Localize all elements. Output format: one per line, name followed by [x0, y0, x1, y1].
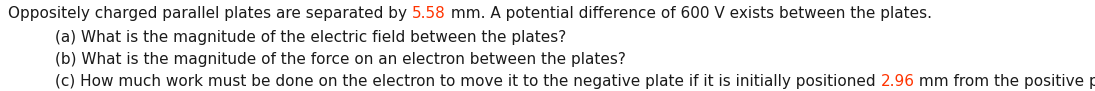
Text: (b) What is the magnitude of the force on an electron between the plates?: (b) What is the magnitude of the force o… [55, 52, 626, 67]
Text: (a) What is the magnitude of the electric field between the plates?: (a) What is the magnitude of the electri… [55, 30, 566, 45]
Text: (c) How much work must be done on the electron to move it to the negative plate : (c) How much work must be done on the el… [55, 74, 880, 89]
Text: mm from the positive plate?: mm from the positive plate? [914, 74, 1095, 89]
Text: 2.96: 2.96 [880, 74, 914, 89]
Text: 5.58: 5.58 [412, 6, 446, 21]
Text: Oppositely charged parallel plates are separated by: Oppositely charged parallel plates are s… [8, 6, 412, 21]
Text: mm. A potential difference of 600 V exists between the plates.: mm. A potential difference of 600 V exis… [446, 6, 932, 21]
